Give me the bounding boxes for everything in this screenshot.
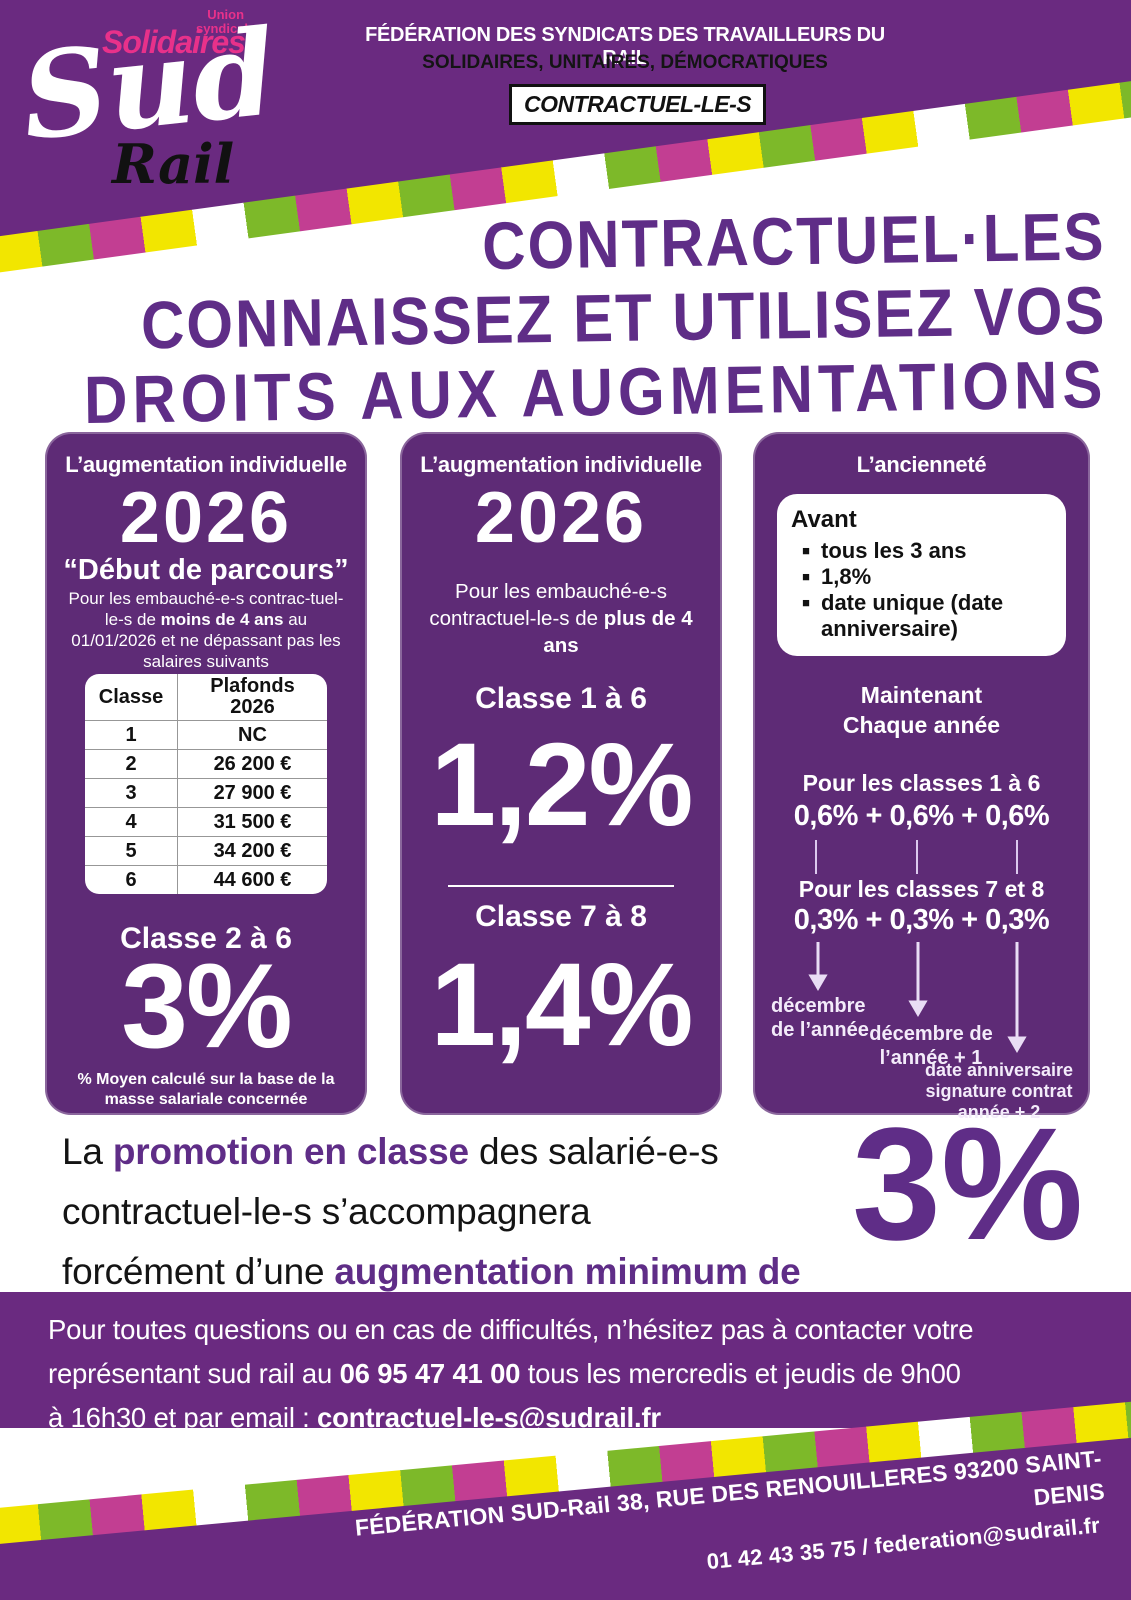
panel-left-intro-post: au 01/01/2026 et ne dépassant pas les sa… — [71, 610, 341, 671]
panel-left-subtitle: “Début de parcours” — [63, 554, 349, 586]
panel-left-intro: Pour les embauché-e-s contrac-tuel-le-s … — [61, 588, 351, 672]
contact-line1: Pour toutes questions ou en cas de diffi… — [48, 1314, 974, 1345]
table-cell-classe: 1 — [85, 721, 178, 749]
panel-mid-year: 2026 — [474, 478, 648, 558]
square-bullet-icon: ■ — [802, 569, 810, 584]
promo-big-value: 3% — [852, 1094, 1084, 1273]
arrow-label-december: décembre de l’année — [771, 995, 869, 1041]
federation-line1: FÉDÉRATION DES SYNDICATS DES TRAVAILLEUR… — [365, 24, 885, 69]
table-row: 2 26 200 € — [85, 749, 327, 778]
table-header-classe: Classe — [85, 674, 178, 720]
promo-text: La promotion en classe des salarié-e-s c… — [62, 1122, 862, 1302]
table-cell-plafond: 27 900 € — [213, 781, 292, 804]
table-row: 6 44 600 € — [85, 865, 327, 894]
promo-line2: contractuel-le-s s’accompagnera — [62, 1191, 591, 1232]
panel-mid-classes-7-8-value: 1,4% — [430, 939, 694, 1071]
promo-line1: La promotion en classe des salarié-e-s — [62, 1122, 862, 1182]
table-row: 4 31 500 € — [85, 807, 327, 836]
connector-line — [815, 840, 817, 874]
contact-line2-post: tous les mercredis et jeudis de 9h00 — [520, 1358, 961, 1389]
promo-line3-highlight: augmentation minimum de — [334, 1251, 801, 1292]
panel-left-footnote: % Moyen calculé sur la base de la masse … — [77, 1071, 335, 1108]
panel-mid-intro-pre: Pour les embauché-e-s contractuel-le-s d… — [429, 580, 667, 630]
square-bullet-icon: ■ — [802, 543, 810, 558]
panel-anciennete: L’ancienneté Avant ■ tous les 3 ans ■ 1,… — [753, 432, 1090, 1122]
contact-email: contractuel-le-s@sudrail.fr — [317, 1402, 661, 1433]
rail-logo-text: Rail — [112, 132, 235, 196]
solidaires-logo-text: Solidaires — [102, 24, 246, 60]
maintenant-label: Maintenant Chaque année — [842, 682, 1001, 738]
avant-item: ■ 1,8% — [791, 564, 1052, 590]
promo-line3: forcément d’une augmentation minimum de — [62, 1242, 862, 1302]
classes-7-8-label: Pour les classes 7 et 8 — [798, 876, 1045, 902]
table-header-row: Classe Plafonds 2026 — [85, 674, 327, 720]
panel-left-year: 2026 — [119, 478, 293, 558]
panel-left-heading: L’augmentation individuelle — [65, 452, 347, 477]
main-title: CONTRACTUEL·LES CONNAISSEZ ET UTILISEZ V… — [25, 199, 1108, 439]
table-cell-plafond: 26 200 € — [213, 752, 292, 775]
panel-right-heading: L’ancienneté — [856, 452, 987, 477]
table-row: 5 34 200 € — [85, 836, 327, 865]
avant-title: Avant — [791, 506, 857, 533]
connector-line — [916, 840, 918, 874]
contractuel-badge: CONTRACTUEL-LE-S — [509, 84, 767, 125]
avant-item-text: tous les 3 ans — [821, 538, 967, 563]
arrow-label-december-plus1: décembre de l’année + 1 — [869, 1023, 993, 1069]
panel-augmentation-plus-4-ans: L’augmentation individuelle 2026 Pour le… — [400, 432, 722, 1115]
panel-mid-divider — [448, 885, 674, 887]
contact-line2-pre: représentant sud rail au — [48, 1358, 340, 1389]
square-bullet-icon: ■ — [802, 595, 810, 610]
contact-band: Pour toutes questions ou en cas de diffi… — [0, 1292, 1131, 1433]
table-cell-plafond: 34 200 € — [213, 839, 292, 862]
table-cell-classe: 2 — [85, 750, 178, 778]
union-syndicale-label: Union syndicale — [196, 7, 256, 36]
panel-mid-intro: Pour les embauché-e-s contractuel-le-s d… — [410, 578, 712, 659]
panel-mid-classes-1-6-value: 1,2% — [430, 719, 694, 851]
promo-line1-post: des salarié-e-s — [468, 1131, 719, 1172]
connector-line — [1016, 840, 1018, 874]
avant-item-text: date unique (date anniversaire) — [821, 590, 1004, 641]
table-cell-classe: 4 — [85, 808, 178, 836]
down-arrows-graphic — [808, 942, 1027, 1053]
contact-phone: 06 95 47 41 00 — [339, 1358, 521, 1389]
promo-line1-highlight: promotion en classe — [112, 1131, 469, 1172]
main-title-line3: DROITS AUX AUGMENTATIONS — [83, 346, 1108, 438]
avant-item: ■ date unique (date anniversaire) — [791, 590, 1052, 642]
table-cell-classe: 3 — [85, 779, 178, 807]
table-cell-classe: 6 — [85, 866, 178, 894]
avant-card: Avant ■ tous les 3 ans ■ 1,8% ■ date uni… — [777, 494, 1066, 656]
panel-mid-intro-bold: plus de 4 ans — [543, 607, 693, 657]
plafonds-table: Classe Plafonds 2026 1 NC 2 26 200 € 3 2… — [85, 674, 327, 894]
table-cell-plafond: NC — [238, 723, 267, 746]
promo-line1-pre: La — [62, 1131, 113, 1172]
panel-mid-heading: L’augmentation individuelle — [420, 452, 702, 477]
avant-item: ■ tous les 3 ans — [791, 538, 1052, 564]
table-row: 3 27 900 € — [85, 778, 327, 807]
classes-1-6-label: Pour les classes 1 à 6 — [802, 770, 1041, 796]
table-row: 1 NC — [85, 720, 327, 749]
panel-augmentation-debut-parcours: L’augmentation individuelle 2026 “Début … — [45, 432, 367, 1115]
promo-line3-pre: forcément d’une — [62, 1251, 335, 1292]
panel-left-classes-label: Classe 2 à 6 — [120, 922, 292, 955]
table-cell-classe: 5 — [85, 837, 178, 865]
panel-left-intro-pre: Pour les embauché-e-s contrac-tuel-le-s … — [68, 589, 344, 629]
classes-7-8-value: 0,3% + 0,3% + 0,3% — [793, 904, 1050, 936]
contact-line3-pre: à 16h30 et par email : — [48, 1402, 318, 1433]
table-header-plafonds: Plafonds 2026 — [210, 675, 295, 718]
classes-1-6-value: 0,6% + 0,6% + 0,6% — [793, 800, 1050, 832]
contact-text: Pour toutes questions ou en cas de diffi… — [0, 1292, 1131, 1440]
panel-left-intro-bold: moins de 4 ans — [160, 610, 284, 629]
arrow-label-anniversary: date anniversaire signature contrat anné… — [924, 1060, 1074, 1122]
panel-mid-classes-7-8-label: Classe 7 à 8 — [475, 900, 647, 933]
table-cell-plafond: 31 500 € — [213, 810, 292, 833]
avant-item-text: 1,8% — [821, 564, 872, 589]
federation-line2: SOLIDAIRES, UNITAIRES, DÉMOCRATIQUES — [422, 52, 828, 73]
panel-mid-classes-1-6-label: Classe 1 à 6 — [475, 682, 647, 715]
table-cell-plafond: 44 600 € — [213, 868, 292, 891]
panel-left-big-value: 3% — [121, 939, 292, 1073]
